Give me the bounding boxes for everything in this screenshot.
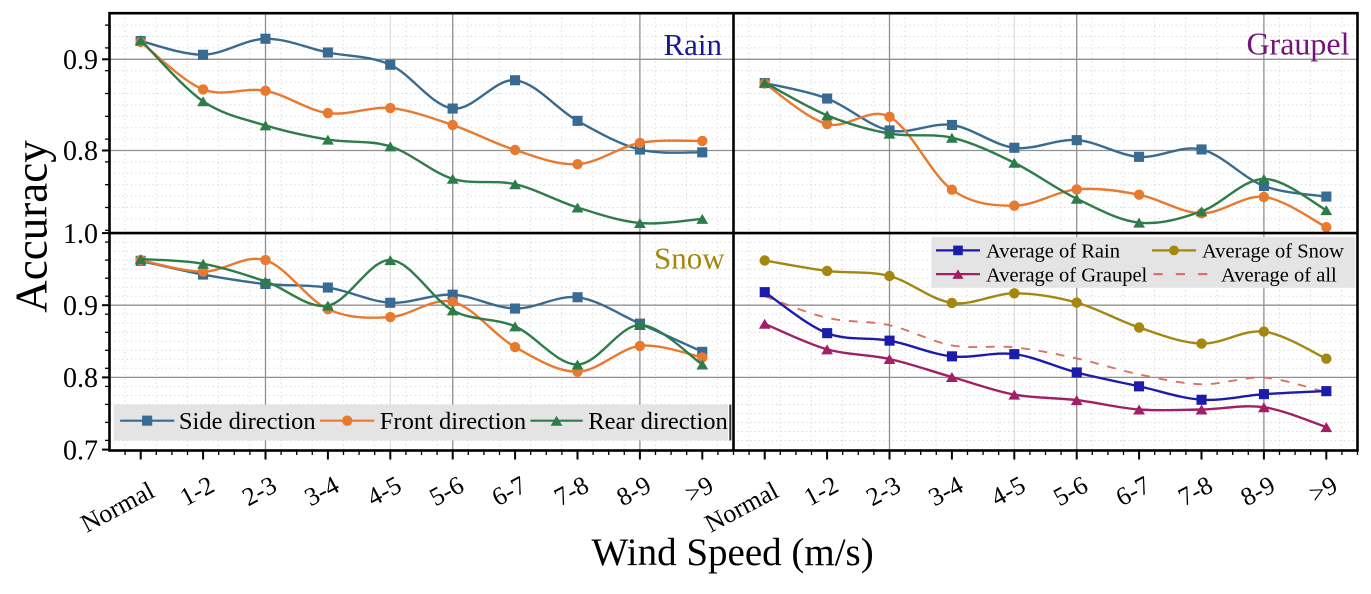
svg-text:0.9: 0.9 [63, 45, 98, 76]
svg-text:0.7: 0.7 [63, 435, 98, 466]
svg-text:Snow: Snow [654, 241, 725, 276]
svg-text:0.8: 0.8 [63, 136, 98, 167]
svg-text:Average of Rain: Average of Rain [986, 241, 1120, 263]
svg-text:Average of all: Average of all [1221, 264, 1337, 286]
svg-text:0.9: 0.9 [63, 291, 98, 322]
svg-text:Accuracy: Accuracy [7, 140, 57, 313]
svg-text:Average of Graupel: Average of Graupel [986, 264, 1148, 286]
svg-text:Wind Speed (m/s): Wind Speed (m/s) [591, 531, 873, 574]
svg-text:Front direction: Front direction [380, 408, 526, 435]
svg-text:Side direction: Side direction [179, 408, 316, 435]
svg-text:0.8: 0.8 [63, 363, 98, 394]
svg-text:Graupel: Graupel [1246, 26, 1349, 62]
svg-text:Rain: Rain [663, 27, 722, 62]
svg-text:1.0: 1.0 [63, 219, 98, 250]
svg-text:Rear direction: Rear direction [588, 408, 727, 435]
svg-text:Average of Snow: Average of Snow [1202, 241, 1344, 263]
